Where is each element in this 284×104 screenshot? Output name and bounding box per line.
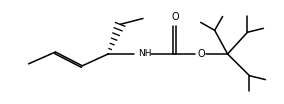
Text: NH: NH — [138, 50, 152, 58]
Text: O: O — [171, 12, 179, 22]
Text: O: O — [198, 49, 205, 59]
